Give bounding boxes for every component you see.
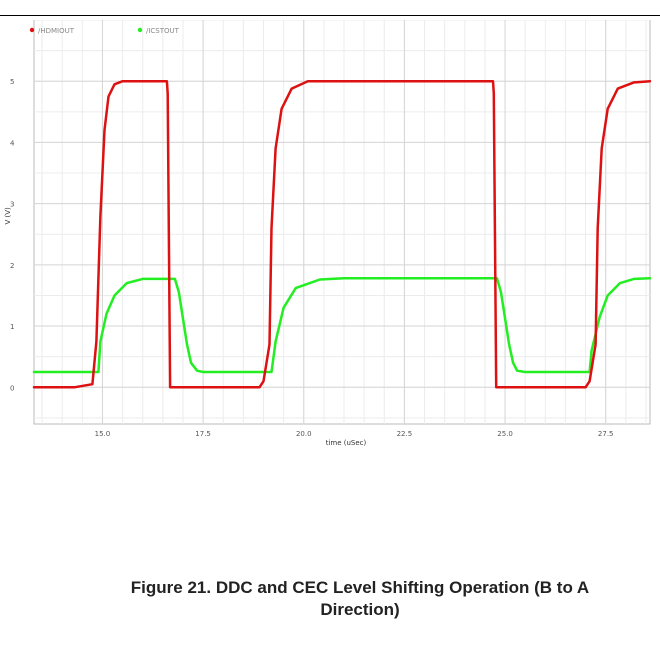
x-tick-label: 27.5 xyxy=(598,430,614,438)
top-rule xyxy=(0,15,660,16)
y-tick-label: 3 xyxy=(10,201,14,209)
x-tick-label: 15.0 xyxy=(95,430,111,438)
caption-line-1: Figure 21. DDC and CEC Level Shifting Op… xyxy=(130,578,590,597)
x-axis-label: time (uSec) xyxy=(326,439,367,447)
figure-caption: Figure 21. DDC and CEC Level Shifting Op… xyxy=(70,577,650,621)
legend: /HDMIOUT/ICSTOUT xyxy=(29,27,180,35)
y-tick-label: 2 xyxy=(10,262,14,270)
x-tick-label: 25.0 xyxy=(497,430,513,438)
plot-frame xyxy=(33,20,651,425)
y-tick-label: 1 xyxy=(10,323,14,331)
legend-label-icstout: /ICSTOUT xyxy=(146,27,180,35)
y-tick-label: 5 xyxy=(10,78,14,86)
x-tick-label: 22.5 xyxy=(397,430,413,438)
series-layer xyxy=(32,79,652,389)
y-axis-label: V (V) xyxy=(4,207,12,225)
series-line-icstout xyxy=(32,277,652,374)
legend-marker-icstout xyxy=(137,27,143,33)
x-tick-label: 20.0 xyxy=(296,430,312,438)
grid xyxy=(33,20,651,425)
legend-label-hdmiout: /HDMIOUT xyxy=(38,27,75,35)
x-tick-label: 17.5 xyxy=(195,430,211,438)
tick-labels: 15.0 17.5 20.0 22.5 25.0 27.5 0 1 2 3 4 5 xyxy=(10,78,614,438)
y-tick-label: 0 xyxy=(10,384,14,392)
legend-marker-hdmiout xyxy=(29,27,35,33)
series-line-hdmiout xyxy=(32,79,652,389)
caption-line-2: Direction) xyxy=(320,600,400,619)
y-tick-label: 4 xyxy=(10,139,15,147)
